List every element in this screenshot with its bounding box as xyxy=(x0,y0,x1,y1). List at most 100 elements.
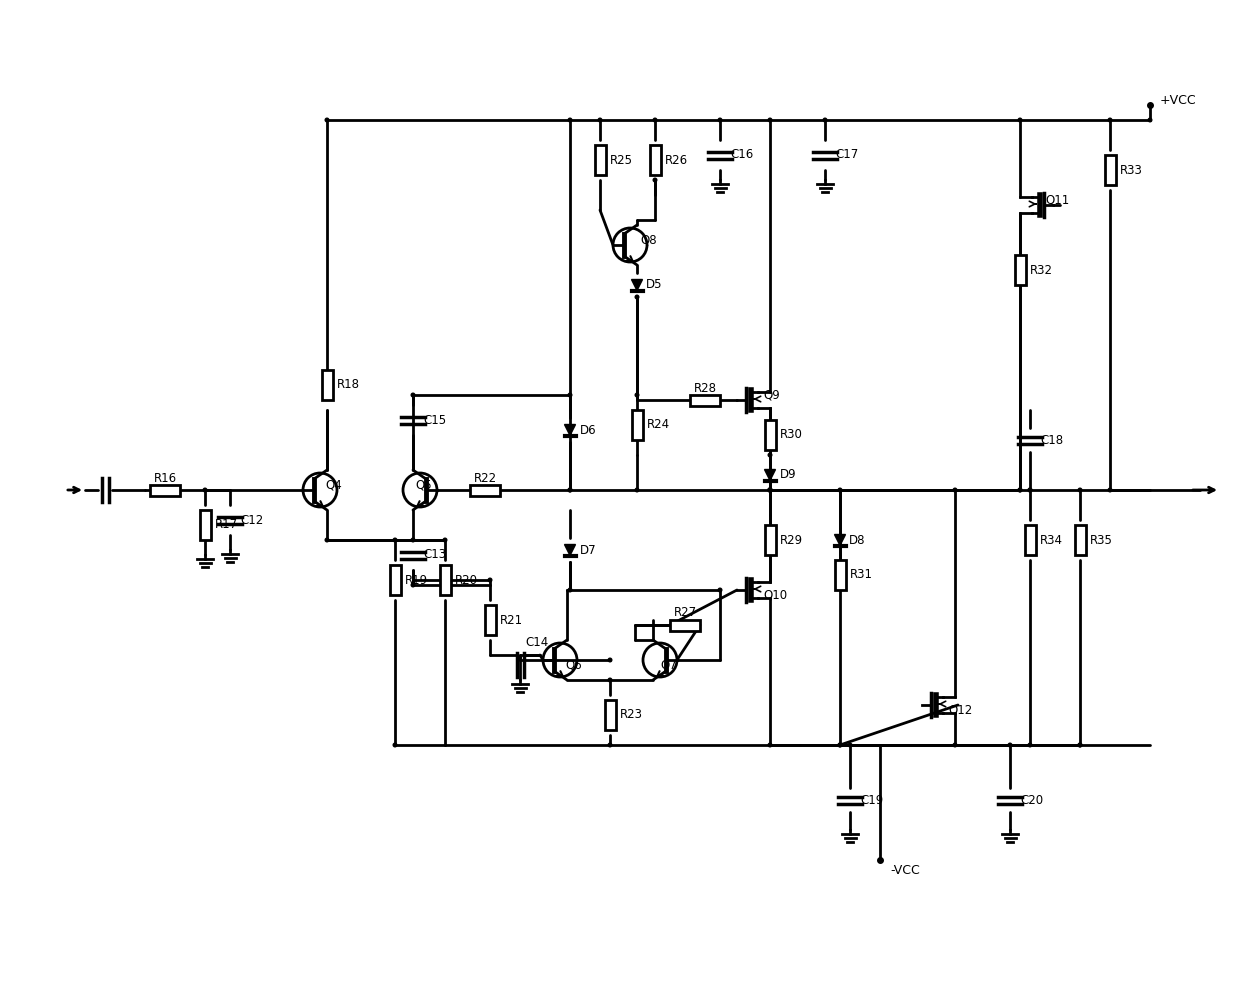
Polygon shape xyxy=(765,470,775,481)
Circle shape xyxy=(568,588,572,592)
Circle shape xyxy=(769,488,771,492)
Circle shape xyxy=(769,488,771,492)
Polygon shape xyxy=(564,424,575,436)
Circle shape xyxy=(769,118,771,122)
Text: R26: R26 xyxy=(665,153,688,166)
Circle shape xyxy=(635,488,639,492)
Text: R31: R31 xyxy=(849,568,873,582)
Text: R27: R27 xyxy=(673,606,697,619)
Circle shape xyxy=(769,453,771,457)
Text: D8: D8 xyxy=(849,534,866,546)
Circle shape xyxy=(769,488,771,492)
Bar xyxy=(485,605,496,635)
Bar xyxy=(389,565,401,595)
Circle shape xyxy=(393,743,397,747)
Bar xyxy=(150,485,180,495)
Text: R17: R17 xyxy=(215,518,238,532)
Text: R16: R16 xyxy=(154,472,176,485)
Text: R23: R23 xyxy=(620,708,644,722)
Circle shape xyxy=(568,393,572,397)
Text: Q12: Q12 xyxy=(949,704,972,716)
Bar xyxy=(689,394,720,406)
Text: Q11: Q11 xyxy=(1045,194,1069,207)
Circle shape xyxy=(412,538,415,542)
Circle shape xyxy=(848,743,852,747)
Circle shape xyxy=(838,743,842,747)
Circle shape xyxy=(1148,118,1152,122)
Text: R24: R24 xyxy=(647,418,670,432)
Bar xyxy=(835,560,846,590)
Bar xyxy=(321,370,332,400)
Circle shape xyxy=(1028,488,1032,492)
Text: Q7: Q7 xyxy=(660,658,677,672)
Text: R22: R22 xyxy=(474,472,496,485)
Circle shape xyxy=(838,743,842,747)
Bar xyxy=(631,410,642,440)
Circle shape xyxy=(635,393,639,397)
Text: R30: R30 xyxy=(780,428,802,442)
Circle shape xyxy=(769,488,771,492)
Text: Q9: Q9 xyxy=(763,388,780,401)
Bar xyxy=(765,525,775,555)
Text: C17: C17 xyxy=(835,148,858,161)
Bar xyxy=(650,145,661,175)
Circle shape xyxy=(1109,118,1112,122)
Circle shape xyxy=(954,743,957,747)
Text: R21: R21 xyxy=(500,613,523,626)
Circle shape xyxy=(838,488,842,492)
Circle shape xyxy=(1079,743,1081,747)
Text: C14: C14 xyxy=(525,637,548,650)
Circle shape xyxy=(325,538,329,542)
Circle shape xyxy=(598,118,601,122)
Circle shape xyxy=(718,118,722,122)
Circle shape xyxy=(769,488,771,492)
Bar xyxy=(1075,525,1085,555)
Circle shape xyxy=(1008,743,1012,747)
Circle shape xyxy=(412,583,415,587)
Polygon shape xyxy=(631,279,642,290)
Bar xyxy=(1105,155,1116,185)
Text: R34: R34 xyxy=(1040,534,1063,546)
Text: -VCC: -VCC xyxy=(890,863,920,876)
Circle shape xyxy=(568,488,572,492)
Text: C18: C18 xyxy=(1040,434,1063,446)
Text: +VCC: +VCC xyxy=(1159,94,1197,106)
Circle shape xyxy=(653,178,657,182)
Text: Q10: Q10 xyxy=(763,588,787,601)
Text: R33: R33 xyxy=(1120,163,1143,176)
Circle shape xyxy=(1079,743,1081,747)
Text: Q5: Q5 xyxy=(415,479,432,491)
Text: R29: R29 xyxy=(780,534,804,546)
Bar xyxy=(605,700,615,730)
Circle shape xyxy=(823,118,827,122)
Text: C12: C12 xyxy=(241,514,263,526)
Circle shape xyxy=(1018,488,1022,492)
Polygon shape xyxy=(835,534,846,546)
Text: D6: D6 xyxy=(580,424,596,436)
Text: R35: R35 xyxy=(1090,534,1112,546)
Circle shape xyxy=(443,538,446,542)
Text: C13: C13 xyxy=(423,548,446,562)
Bar xyxy=(1014,255,1025,285)
Text: R25: R25 xyxy=(610,153,632,166)
Circle shape xyxy=(718,588,722,592)
Circle shape xyxy=(1109,488,1112,492)
Circle shape xyxy=(1018,118,1022,122)
Circle shape xyxy=(1028,488,1032,492)
Text: Q4: Q4 xyxy=(325,479,342,491)
Circle shape xyxy=(568,118,572,122)
Bar xyxy=(439,565,450,595)
Circle shape xyxy=(1079,488,1081,492)
Circle shape xyxy=(203,488,207,492)
Text: D9: D9 xyxy=(780,468,796,482)
Circle shape xyxy=(769,743,771,747)
Text: Q6: Q6 xyxy=(565,658,582,672)
Bar xyxy=(200,510,211,540)
Text: C19: C19 xyxy=(861,794,883,806)
Circle shape xyxy=(568,488,572,492)
Bar xyxy=(670,619,701,631)
Text: R32: R32 xyxy=(1030,263,1053,276)
Circle shape xyxy=(653,118,657,122)
Text: C15: C15 xyxy=(423,414,446,426)
Text: R28: R28 xyxy=(693,381,717,394)
